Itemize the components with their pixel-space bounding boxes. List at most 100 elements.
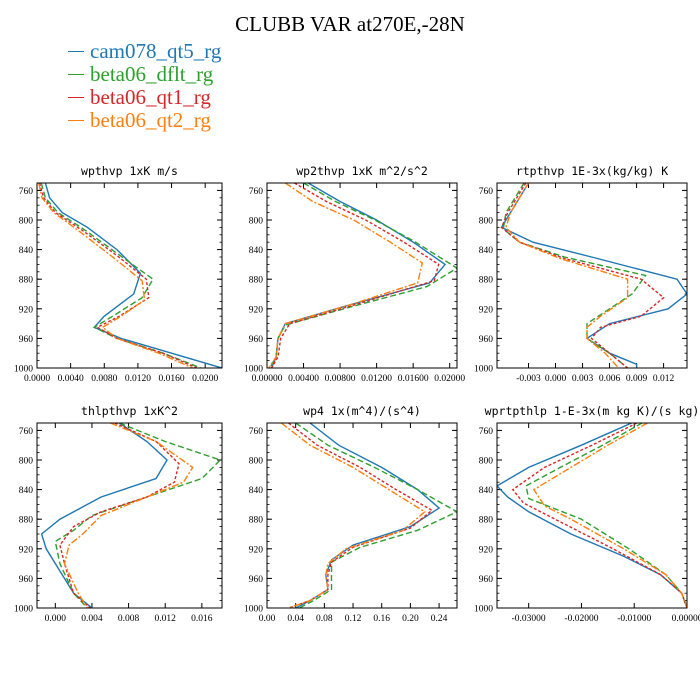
- y-tick-label: 880: [249, 516, 264, 526]
- y-tick-label: 840: [249, 246, 264, 256]
- y-tick-label: 1000: [474, 605, 493, 615]
- x-tick-label: 0.00: [259, 614, 276, 624]
- y-tick-label: 960: [479, 575, 494, 585]
- y-tick-label: 800: [479, 457, 494, 467]
- figure-title: CLUBB VAR at270E,-28N: [235, 12, 465, 36]
- panel-1: wpthvp 1xK m/s76080084088092096010000.00…: [14, 164, 223, 384]
- plot-frame: [36, 422, 223, 609]
- x-tick-label: 0.00000: [252, 374, 283, 384]
- series-line-cam078_qt5_rg: [500, 183, 687, 368]
- legend-label: cam078_qt5_rg: [90, 39, 222, 63]
- x-tick-label: 0.008: [118, 614, 140, 624]
- series-line-beta06_qt1_rg: [511, 423, 687, 608]
- series-line-beta06_qt1_rg: [59, 423, 180, 608]
- panel-5: wp4 1x(m^4)/(s^4)76080084088092096010000…: [244, 404, 458, 624]
- x-tick-label: -0.02000: [564, 614, 598, 624]
- y-tick-label: 960: [19, 575, 34, 585]
- legend-label: beta06_qt1_rg: [90, 85, 211, 109]
- x-tick-label: 0.012: [155, 614, 177, 624]
- y-tick-label: 760: [19, 427, 34, 437]
- y-tick-label: 960: [479, 335, 494, 345]
- x-tick-label: 0.00800: [325, 374, 356, 384]
- y-tick-label: 960: [249, 335, 264, 345]
- x-tick-label: 0.0040: [58, 374, 84, 384]
- y-tick-label: 1000: [14, 365, 33, 375]
- x-tick-label: 0.0200: [192, 374, 218, 384]
- x-tick-label: 0.00400: [288, 374, 319, 384]
- panel-6: wprtpthlp 1-E-3x(m kg K)/(s kg) 760 800 840…: [474, 404, 700, 624]
- y-tick-label: 840: [19, 246, 34, 256]
- series-line-beta06_qt2_rg: [63, 423, 194, 608]
- series-line-cam078_qt5_rg: [44, 183, 222, 368]
- x-tick-label: 0.0000: [24, 374, 50, 384]
- panel-title: wprtpthlp 1-E-3x(m kg K)/(s kg): [485, 404, 700, 418]
- plot-frame: [266, 182, 458, 369]
- x-tick-label: 0.04: [287, 614, 304, 624]
- y-tick-label: 760: [19, 187, 34, 197]
- x-tick-label: 0.000: [545, 374, 567, 384]
- x-tick-label: 0.12: [345, 614, 362, 624]
- series-line-beta06_qt1_rg: [288, 423, 434, 608]
- series-line-beta06_qt1_rg: [270, 183, 440, 368]
- legend-swatch: [68, 97, 84, 98]
- y-tick-label: 920: [479, 545, 494, 555]
- x-tick-label: 0.009: [626, 374, 648, 384]
- series-line-beta06_dflt_rg: [295, 423, 457, 608]
- series-line-cam078_qt5_rg: [40, 423, 168, 608]
- series-line-beta06_dflt_rg: [269, 183, 457, 368]
- y-tick-label: 1000: [474, 365, 493, 375]
- series-line-beta06_qt1_rg: [500, 183, 665, 368]
- series-line-beta06_qt2_rg: [505, 183, 629, 368]
- x-tick-label: -0.03000: [512, 614, 546, 624]
- x-tick-label: 0.20: [402, 614, 419, 624]
- y-tick-label: 760: [249, 187, 264, 197]
- x-tick-label: 0.012: [653, 374, 675, 384]
- y-tick-label: 880: [479, 516, 494, 526]
- series-line-beta06_dflt_rg: [525, 423, 687, 608]
- y-tick-label: 920: [479, 305, 494, 315]
- series-line-cam078_qt5_rg: [295, 423, 441, 608]
- panel-title: wpthvp 1xK m/s: [81, 164, 178, 178]
- y-tick-label: 760: [249, 427, 264, 437]
- x-tick-label: 0.0120: [125, 374, 151, 384]
- y-tick-label: 960: [249, 575, 264, 585]
- panel-2: wp2thvp 1xK m^2/s^2 760 800 840 880 920 960 100…: [244, 164, 465, 384]
- plot-frame: [496, 422, 688, 609]
- y-tick-label: 880: [19, 516, 34, 526]
- legend-label: beta06_qt2_rg: [90, 108, 211, 132]
- x-tick-label: 0.006: [599, 374, 621, 384]
- y-tick-label: 960: [19, 335, 34, 345]
- legend-swatch: [68, 120, 84, 121]
- y-tick-label: 920: [19, 305, 34, 315]
- y-tick-label: 920: [19, 545, 34, 555]
- series-line-beta06_qt2_rg: [268, 183, 424, 368]
- x-tick-label: 0.16: [373, 614, 390, 624]
- y-tick-label: 880: [479, 276, 494, 286]
- y-tick-label: 800: [479, 217, 494, 227]
- legend-swatch: [68, 74, 84, 75]
- plot-frame: [496, 182, 688, 369]
- x-tick-label: 0.01200: [361, 374, 392, 384]
- x-tick-label: 0.016: [191, 614, 213, 624]
- series-line-beta06_qt2_rg: [280, 423, 426, 608]
- series-line-beta06_qt2_rg: [38, 183, 193, 368]
- x-tick-label: -0.003: [516, 374, 541, 384]
- x-tick-label: 0.0160: [158, 374, 184, 384]
- y-tick-label: 880: [19, 276, 34, 286]
- y-tick-label: 800: [19, 457, 34, 467]
- y-tick-label: 880: [249, 276, 264, 286]
- x-tick-label: 0.02000: [434, 374, 465, 384]
- plot-frame: [36, 182, 223, 369]
- x-tick-label: -0.01000: [617, 614, 651, 624]
- panel-3: rtpthvp 1E-3x(kg/kg) K 760 800 840 880 920 960…: [474, 164, 688, 384]
- y-tick-label: 1000: [244, 365, 263, 375]
- series-line-beta06_qt1_rg: [38, 183, 198, 368]
- series-line-beta06_qt2_rg: [532, 423, 687, 608]
- x-tick-label: 0.003: [572, 374, 594, 384]
- panel-4: thlpthvp 1xK^2 760 800 840 880 920 960 1000 0.00…: [14, 404, 223, 624]
- y-tick-label: 840: [19, 486, 34, 496]
- y-tick-label: 840: [249, 486, 264, 496]
- x-tick-label: 0.08: [316, 614, 333, 624]
- series-line-beta06_dflt_rg: [502, 183, 647, 368]
